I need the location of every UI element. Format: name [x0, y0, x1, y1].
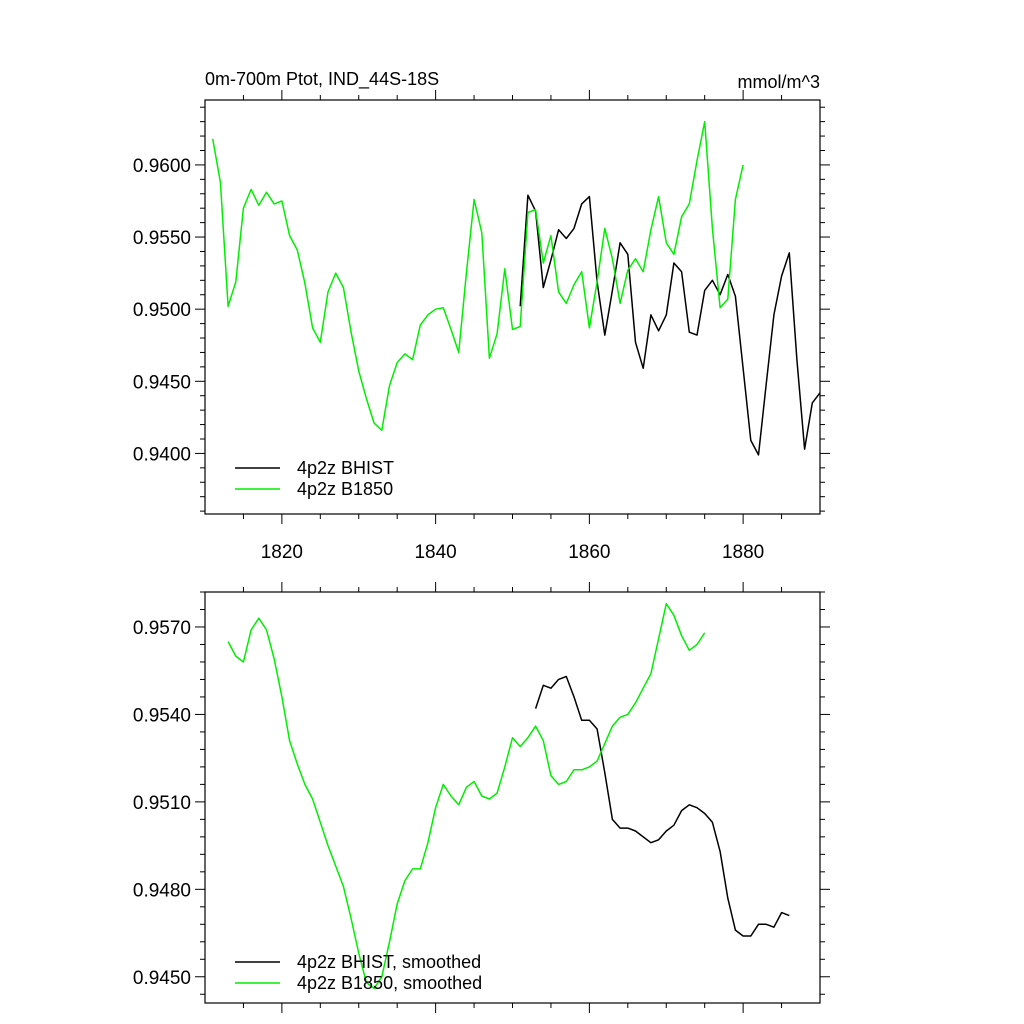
top-legend-label: 4p2z BHIST	[297, 458, 394, 478]
top-series-line-b1850	[211, 120, 744, 432]
bottom-panel: 0.9450 0.9480 0.9510 0.9540 0.9570 4p2z BHIST…	[133, 582, 830, 1013]
bottom-y-tick-label: 0.9450	[133, 968, 191, 989]
bottom-y-tick-label: 0.9570	[133, 618, 191, 639]
top-y-tick-label: 0.9500	[133, 300, 191, 321]
top-panel: 0m-700m Ptot, IND_44S-18S mmol/m^3 0.940…	[133, 69, 830, 563]
top-chart-units: mmol/m^3	[738, 72, 820, 92]
top-series-line-bhist	[519, 194, 821, 456]
top-legend-label: 4p2z B1850	[297, 479, 393, 499]
top-y-tick-label: 0.9400	[133, 444, 191, 465]
bottom-series-line-bhist	[534, 675, 790, 937]
top-y-tick-label: 0.9600	[133, 156, 191, 177]
top-x-tick-label: 1840	[414, 542, 456, 563]
top-x-tick-label: 1860	[568, 542, 610, 563]
top-x-tick-label: 1880	[722, 542, 764, 563]
bottom-series-line-b1850	[227, 602, 706, 990]
top-y-tick-label: 0.9550	[133, 228, 191, 249]
bottom-plot-frame	[204, 591, 821, 1004]
top-x-tick-label: 1820	[261, 542, 303, 563]
bottom-y-tick-label: 0.9480	[133, 880, 191, 901]
bottom-legend-label: 4p2z B1850, smoothed	[297, 973, 482, 993]
top-chart-title: 0m-700m Ptot, IND_44S-18S	[205, 69, 439, 90]
bottom-legend-label: 4p2z BHIST, smoothed	[297, 952, 481, 972]
top-plot-frame	[204, 99, 821, 515]
bottom-y-tick-label: 0.9510	[133, 793, 191, 814]
top-y-tick-label: 0.9450	[133, 372, 191, 393]
bottom-y-tick-label: 0.9540	[133, 705, 191, 726]
